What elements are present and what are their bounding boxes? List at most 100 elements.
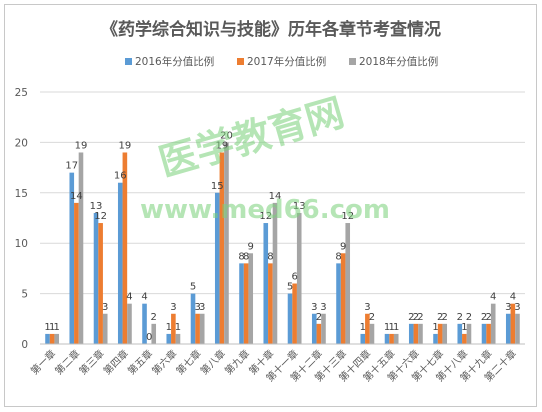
- data-label: 3: [199, 302, 205, 313]
- data-label: 4: [510, 292, 516, 303]
- x-tick-label: 第八章: [198, 347, 228, 377]
- data-label: 1: [461, 322, 467, 333]
- bar: [505, 313, 511, 344]
- data-label: 6: [291, 272, 297, 283]
- bar: [413, 323, 419, 344]
- watermark: 医学教育网 www.med66.com: [140, 90, 390, 225]
- data-label: 13: [90, 201, 103, 212]
- bar: [93, 212, 99, 344]
- x-axis: 第一章第二章第三章第四章第五章第六章第七章第八章第九章第十章第十一章第十二章第十…: [28, 343, 525, 384]
- bar: [287, 293, 293, 344]
- data-label: 8: [243, 251, 249, 262]
- bar: [462, 333, 467, 344]
- data-label: 1: [49, 322, 55, 333]
- bar: [316, 323, 322, 344]
- bar: [151, 323, 157, 344]
- legend-label: 2017年分值比例: [247, 55, 326, 68]
- data-label: 4: [141, 292, 147, 303]
- data-label: 2: [369, 312, 375, 323]
- x-tick-label: 第三章: [76, 347, 106, 377]
- y-tick-label: 15: [15, 188, 28, 200]
- bar: [102, 313, 108, 344]
- bar: [292, 283, 297, 344]
- data-label: 2: [442, 312, 448, 323]
- legend-swatch: [125, 58, 132, 65]
- y-axis: 0 5 10 15 20 25: [15, 87, 28, 351]
- data-label: 5: [190, 282, 196, 293]
- data-label: 8: [335, 251, 341, 262]
- chart-frame: [4, 4, 537, 407]
- data-label: 2: [466, 312, 472, 323]
- chart-title: 《药学综合知识与技能》历年各章节考查情况: [101, 19, 441, 40]
- bar: [45, 333, 50, 344]
- bar: [239, 263, 244, 344]
- bar: [166, 333, 172, 344]
- bar: [418, 323, 423, 344]
- bar: [515, 313, 520, 344]
- y-tick-label: 5: [21, 289, 28, 301]
- bar: [49, 333, 55, 344]
- bar: [369, 323, 375, 344]
- data-label: 4: [490, 292, 496, 303]
- bar: [510, 303, 516, 344]
- x-tick-label: 第一章: [28, 347, 58, 377]
- data-label: 1: [393, 322, 399, 333]
- x-tick-label: 第四章: [101, 347, 131, 377]
- bar: [442, 323, 448, 344]
- data-label: 14: [70, 191, 83, 202]
- bar: [336, 263, 341, 344]
- data-label: 14: [269, 191, 282, 202]
- bar: [321, 313, 326, 344]
- data-label: 15: [211, 181, 224, 192]
- data-label: 5: [287, 282, 293, 293]
- data-label: 3: [505, 302, 511, 313]
- bar: [171, 313, 176, 344]
- bar: [296, 212, 302, 344]
- bar: [224, 142, 229, 344]
- data-label: 2: [437, 312, 443, 323]
- bar: [219, 152, 225, 344]
- bar: [195, 313, 200, 344]
- data-label: 3: [170, 302, 176, 313]
- data-label: 9: [340, 241, 346, 252]
- data-label: 2: [408, 312, 414, 323]
- data-label: 1: [175, 322, 181, 333]
- bar: [393, 333, 399, 344]
- data-label: 17: [65, 161, 78, 172]
- bar: [389, 333, 394, 344]
- data-label: 12: [259, 211, 272, 222]
- data-label: 9: [248, 241, 254, 252]
- y-tick-label: 25: [15, 87, 28, 99]
- data-label: 4: [126, 292, 132, 303]
- x-tick-label: 第七章: [173, 347, 203, 377]
- data-label: 2: [316, 312, 322, 323]
- y-tick-label: 10: [15, 238, 28, 250]
- legend-swatch: [237, 58, 244, 65]
- y-tick-label: 0: [21, 339, 28, 351]
- chart-legend: 2016年分值比例 2017年分值比例 2018年分值比例: [125, 55, 438, 68]
- watermark-url-text: www.med66.com: [140, 195, 390, 225]
- data-label: 1: [388, 322, 394, 333]
- data-label: 16: [114, 171, 127, 182]
- bar: [272, 202, 278, 344]
- x-tick-label: 第六章: [149, 347, 179, 377]
- data-label: 19: [119, 140, 132, 151]
- bar: [190, 293, 196, 344]
- bar: [384, 333, 390, 344]
- bar: [248, 253, 254, 344]
- bar: [243, 263, 249, 344]
- data-label: 1: [44, 322, 50, 333]
- bar: [98, 223, 103, 344]
- bar: [365, 313, 370, 344]
- x-tick-label: 第五章: [125, 347, 155, 377]
- data-label: 2: [481, 312, 487, 323]
- data-label: 1: [166, 322, 172, 333]
- bar: [122, 152, 128, 344]
- data-label: 12: [94, 211, 107, 222]
- bar: [481, 323, 487, 344]
- watermark-logo-text: 医学教育网: [154, 90, 349, 185]
- data-label: 1: [360, 322, 366, 333]
- data-label: 2: [457, 312, 463, 323]
